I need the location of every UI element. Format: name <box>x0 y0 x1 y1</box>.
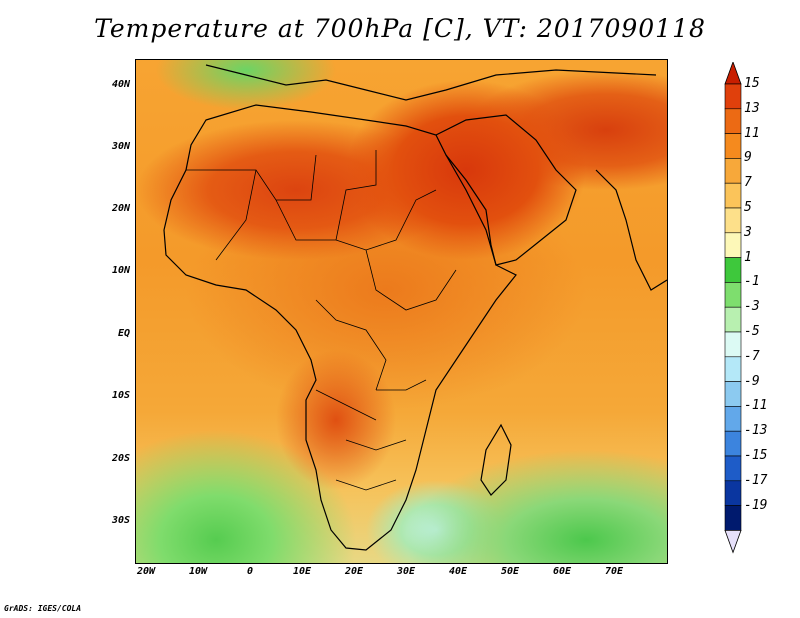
colorbar-tick-label: 3 <box>744 224 752 240</box>
colorbar-box <box>724 480 742 506</box>
lat-label-eq: EQ <box>117 328 130 339</box>
colorbar-box <box>724 207 742 234</box>
lat-label-40n: 40N <box>111 79 130 90</box>
colorbar <box>724 62 742 554</box>
arabia-coastline <box>435 114 577 266</box>
colorbar-tick-label: -5 <box>744 324 760 339</box>
lon-label-50e: 50E <box>500 566 520 577</box>
lat-label-10s: 10S <box>111 390 130 401</box>
colorbar-box <box>724 356 742 382</box>
lon-label-20w: 20W <box>136 566 156 577</box>
colorbar-tick-label: 1 <box>744 249 752 265</box>
lat-label-10n: 10N <box>111 265 130 276</box>
colorbar-box <box>724 257 742 283</box>
coastline-overlay <box>163 64 667 551</box>
europe-coastline <box>205 64 657 101</box>
lat-label-20s: 20S <box>111 453 130 464</box>
lon-label-40e: 40E <box>448 566 468 577</box>
colorbar-tick-label: -9 <box>744 373 760 389</box>
colorbar-tick-label: 5 <box>744 200 752 215</box>
colorbar-tick-label: -15 <box>744 448 768 463</box>
colorbar-box <box>724 282 742 308</box>
colorbar-tick-label: -3 <box>744 299 760 315</box>
lat-label-20n: 20N <box>111 203 130 214</box>
colorbar-top-arrow <box>724 62 742 85</box>
lon-label-0: 0 <box>246 566 254 577</box>
colorbar-box <box>724 83 742 110</box>
colorbar-box <box>724 158 742 184</box>
colorbar-tick-label: -7 <box>744 348 760 364</box>
madagascar-coastline <box>480 423 512 496</box>
map-panel <box>135 59 668 564</box>
india-coastline <box>595 169 667 291</box>
colorbar-tick-label: 13 <box>744 100 760 116</box>
colorbar-box <box>724 331 742 358</box>
credit-text: GrADS: IGES/COLA <box>4 604 82 613</box>
colorbar-box <box>724 455 742 482</box>
lon-label-10e: 10E <box>292 566 312 577</box>
lon-label-30e: 30E <box>396 566 416 577</box>
colorbar-box <box>724 232 742 258</box>
colorbar-tick-label: -11 <box>744 398 768 414</box>
country-borders <box>186 150 457 491</box>
africa-coastline <box>163 104 517 551</box>
colorbar-tick-label: -17 <box>744 472 768 488</box>
colorbar-bottom-arrow <box>724 529 742 554</box>
colorbar-box <box>724 381 742 407</box>
colorbar-box <box>724 306 742 333</box>
lat-label-30n: 30N <box>111 141 130 152</box>
colorbar-box <box>724 108 742 134</box>
colorbar-tick-label: 11 <box>744 125 760 141</box>
colorbar-box <box>724 133 742 159</box>
lat-label-30s: 30S <box>111 515 130 526</box>
colorbar-tick-label: -1 <box>744 274 760 290</box>
lon-label-70e: 70E <box>604 566 624 577</box>
colorbar-tick-label: -13 <box>744 423 768 439</box>
lon-label-20e: 20E <box>344 566 364 577</box>
lon-label-10w: 10W <box>188 566 208 577</box>
colorbar-box <box>724 430 742 457</box>
colorbar-box <box>724 505 742 531</box>
colorbar-tick-label: 15 <box>744 76 760 91</box>
lon-label-60e: 60E <box>552 566 572 577</box>
colorbar-tick-label: -19 <box>744 497 768 513</box>
colorbar-tick-label: 7 <box>744 175 752 191</box>
map-title: Temperature at 700hPa [C], VT: 201709011… <box>94 14 706 43</box>
colorbar-tick-label: 9 <box>744 150 752 166</box>
colorbar-box <box>724 182 742 209</box>
colorbar-box <box>724 406 742 432</box>
